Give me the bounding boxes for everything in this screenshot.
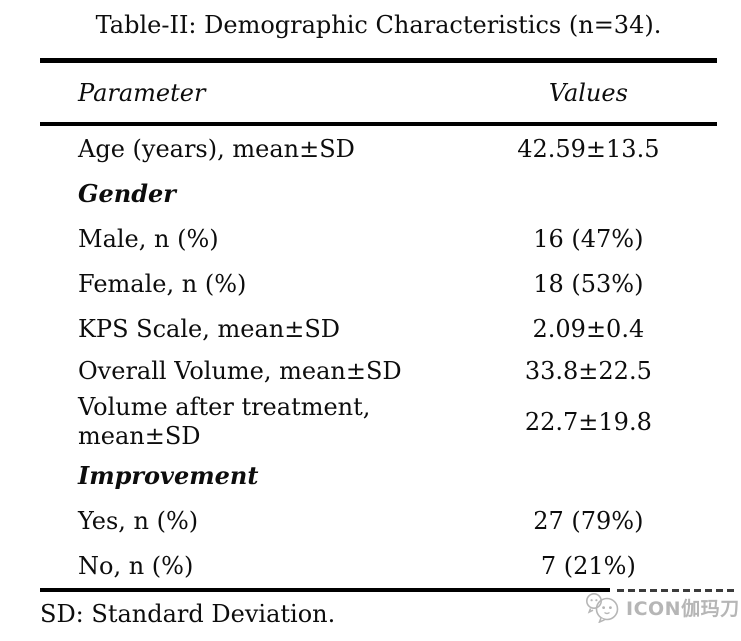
table-row: Overall Volume, mean±SD 33.8±22.5 xyxy=(40,351,717,391)
table-row: Male, n (%) 16 (47%) xyxy=(40,216,717,261)
table-row: Age (years), mean±SD 42.59±13.5 xyxy=(40,126,717,171)
table-body: Age (years), mean±SD 42.59±13.5 Gender Male… xyxy=(40,126,717,588)
row-value: 27 (79%) xyxy=(533,506,644,535)
row-parameter: KPS Scale, mean±SD xyxy=(40,315,460,343)
table-row: Female, n (%) 18 (53%) xyxy=(40,261,717,306)
table-header-row: Parameter Values xyxy=(40,63,717,122)
table-bottom-rule xyxy=(40,588,610,592)
table-top-rule xyxy=(40,58,717,63)
table-footnote: SD: Standard Deviation. xyxy=(40,600,336,628)
table-row: Improvement xyxy=(40,453,717,498)
row-value: 18 (53%) xyxy=(533,269,644,298)
row-value: 16 (47%) xyxy=(533,224,644,253)
table-row: Gender xyxy=(40,171,717,216)
row-value: 7 (21%) xyxy=(540,551,636,580)
row-parameter: Female, n (%) xyxy=(40,270,460,298)
row-parameter: Yes, n (%) xyxy=(40,507,460,535)
bottom-rule-dashed-segment xyxy=(617,589,736,592)
table-row: KPS Scale, mean±SD 2.09±0.4 xyxy=(40,306,717,351)
row-value: 33.8±22.5 xyxy=(524,357,652,385)
row-parameter: Gender xyxy=(40,179,460,208)
row-value: 22.7±19.8 xyxy=(524,408,652,436)
row-parameter-text: Age (years), mean±SD xyxy=(78,134,355,163)
row-parameter-text: Gender xyxy=(78,179,176,208)
table-row: Volume after treatment, mean±SD 22.7±19.8 xyxy=(40,391,717,453)
row-parameter-text: Male, n (%) xyxy=(78,224,219,253)
column-header-values: Values xyxy=(548,78,628,107)
row-parameter-text: Female, n (%) xyxy=(78,269,247,298)
row-parameter: Male, n (%) xyxy=(40,225,460,253)
column-header-parameter: Parameter xyxy=(78,78,206,107)
row-parameter-text: Overall Volume, mean±SD xyxy=(78,357,402,385)
row-parameter-text: Yes, n (%) xyxy=(78,506,199,535)
row-parameter-text: KPS Scale, mean±SD xyxy=(78,314,340,343)
row-parameter: Overall Volume, mean±SD xyxy=(40,357,460,385)
row-value: 2.09±0.4 xyxy=(532,314,645,343)
row-parameter: Age (years), mean±SD xyxy=(40,135,460,163)
row-parameter-text: No, n (%) xyxy=(78,551,194,580)
row-parameter: Volume after treatment, mean±SD xyxy=(40,393,460,451)
table-header-divider xyxy=(40,122,717,126)
table-row: No, n (%) 7 (21%) xyxy=(40,543,717,588)
row-parameter: Improvement xyxy=(40,461,460,490)
row-parameter-text: Improvement xyxy=(78,461,259,490)
row-value: 42.59±13.5 xyxy=(517,134,660,163)
watermark-text: ICON伽玛刀 xyxy=(626,597,740,620)
table-row: Yes, n (%) 27 (79%) xyxy=(40,498,717,543)
row-parameter: No, n (%) xyxy=(40,552,460,580)
chat-bubbles-logo-icon xyxy=(584,591,621,623)
watermark: ICON伽玛刀 xyxy=(584,591,740,623)
row-parameter-text: Volume after treatment, mean±SD xyxy=(78,393,371,450)
table-title: Table-II: Demographic Characteristics (n… xyxy=(95,11,662,39)
